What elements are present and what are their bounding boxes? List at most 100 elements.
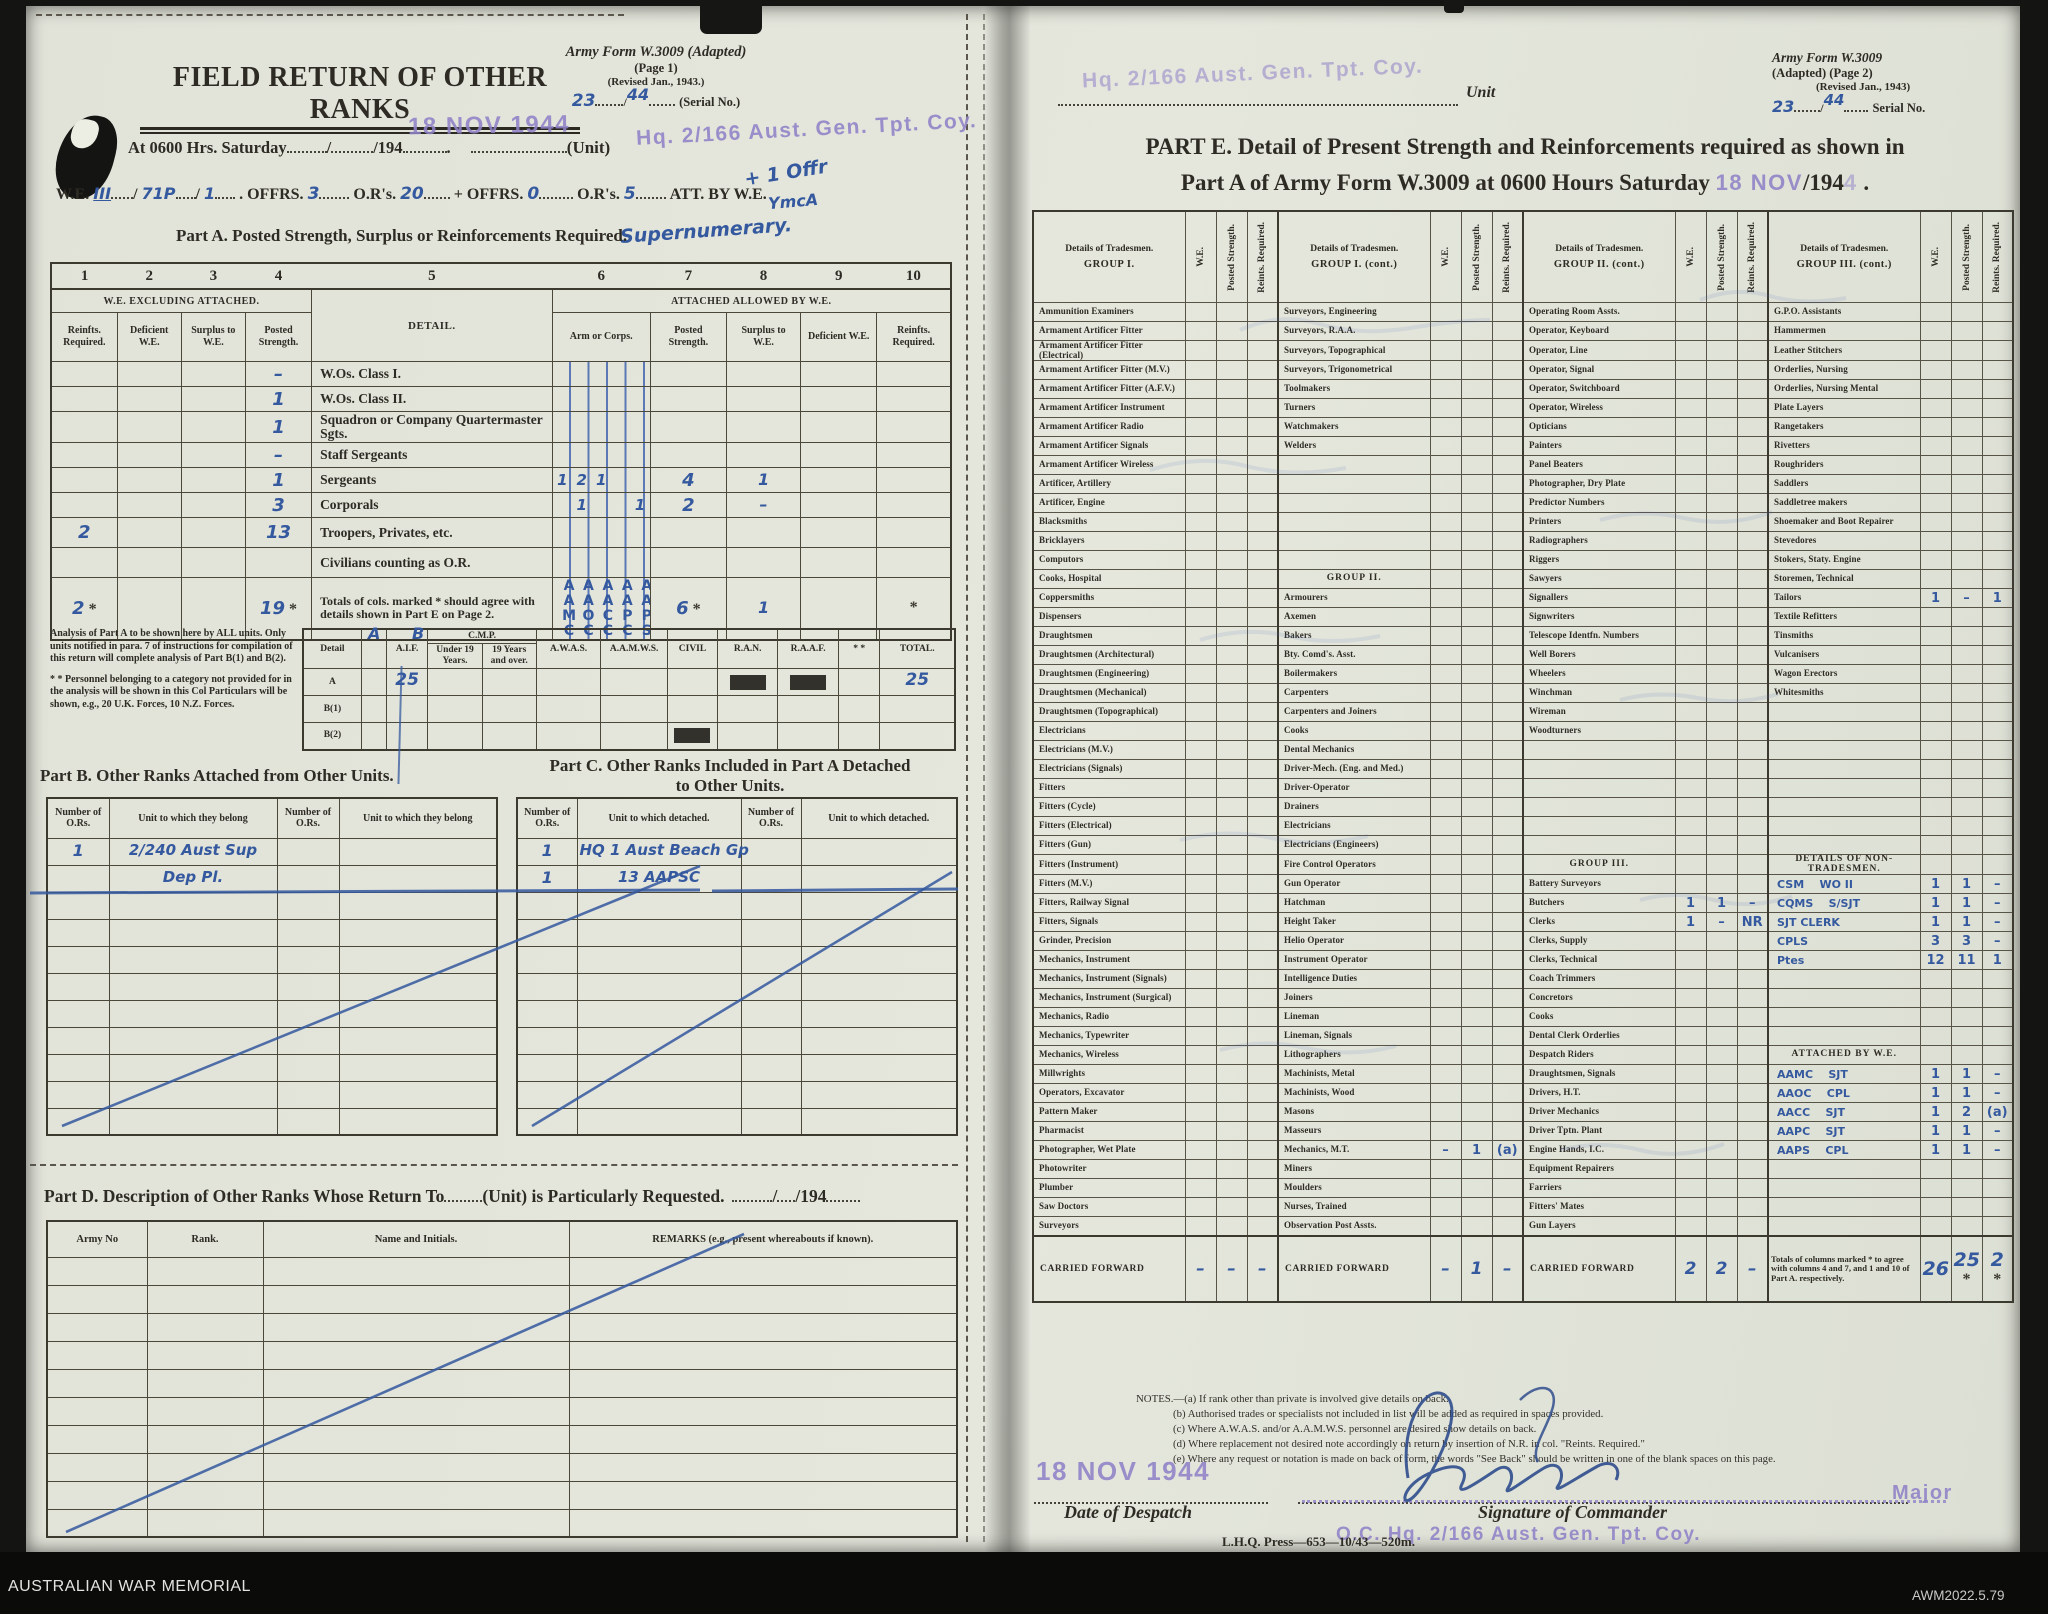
part-e-row: Cooks, Hospital GROUP II. Sawyers Storemen,… xyxy=(1032,569,2014,589)
trade-label-cell: Fitters, Signals xyxy=(1032,912,1186,932)
number-of-ors-cell xyxy=(740,918,802,947)
trade-label-cell: Draughtsmen, Signals xyxy=(1522,1064,1676,1084)
deficient-we-cell xyxy=(116,411,182,443)
part-a-body: – W.Os. Class I. 1 W.Os. Class II. 1 Squadron… xyxy=(50,361,952,640)
trade-label-cell: Lithographers xyxy=(1277,1045,1431,1065)
analysis-raaf-cell xyxy=(777,668,839,696)
trade-label-cell: Surveyors, Engineering xyxy=(1277,302,1431,322)
army-no-cell xyxy=(46,1256,148,1286)
we-cell xyxy=(1919,302,1952,322)
col-number: 6 xyxy=(552,263,651,290)
analysis-cmp-header: C.M.P. xyxy=(427,628,537,644)
trade-label-cell: Pharmacist xyxy=(1032,1121,1186,1141)
rank-cell xyxy=(146,1452,264,1482)
number-of-ors-cell xyxy=(276,1107,340,1136)
we-cell xyxy=(1184,493,1217,513)
number-of-ors-cell xyxy=(276,999,340,1028)
we-cell xyxy=(1919,740,1952,760)
analysis-awas-header: A.W.A.S. xyxy=(535,628,602,669)
trade-label-cell: Signwriters xyxy=(1522,607,1676,627)
number-of-ors-cell xyxy=(740,1026,802,1055)
posted-strength-cell xyxy=(1950,626,1983,646)
part-e-row: Artificer, Artillery Photographer, Dry Pl… xyxy=(1032,474,2014,494)
trade-label-cell: Driver Tptn. Plant xyxy=(1522,1121,1676,1141)
name-initials-cell xyxy=(262,1312,570,1342)
trade-label-cell: Hammermen xyxy=(1767,321,1921,341)
deficient-we-cell xyxy=(116,386,182,412)
reints-required-cell xyxy=(1736,988,1769,1008)
we-cell xyxy=(1184,702,1217,722)
handwritten-value: 1 xyxy=(634,495,646,514)
reints-required-cell xyxy=(1736,436,1769,456)
posted-strength-cell xyxy=(1460,702,1493,722)
handwritten-value: 2 xyxy=(78,522,91,543)
analysis-raaf-cell xyxy=(777,722,839,750)
carried-forward-label: CARRIED FORWARD xyxy=(1032,1235,1186,1303)
reints-required-cell: – xyxy=(1981,1083,2014,1103)
arm-or-corps-cell xyxy=(551,547,651,578)
reints-required-cell xyxy=(1981,702,2014,722)
trade-label-cell: Equipment Repairers xyxy=(1522,1159,1676,1179)
reints-required-cell: – xyxy=(1981,1140,2014,1160)
trade-label-cell: Machinists, Wood xyxy=(1277,1083,1431,1103)
handwritten-value: 1 xyxy=(1961,1066,1972,1082)
army-no-cell xyxy=(46,1452,148,1482)
col-header: Deficient W.E. xyxy=(116,312,182,362)
trade-label-cell xyxy=(1767,759,1921,779)
rank-cell xyxy=(146,1312,264,1342)
part-d-heading-2: (Unit) is Particularly Requested. xyxy=(482,1186,725,1206)
value-column-header: W.E. xyxy=(1429,210,1462,303)
value-column-header-text: Reints. Required. xyxy=(1502,221,1513,293)
we-cell xyxy=(1429,683,1462,703)
posted-strength-cell xyxy=(1705,474,1738,494)
arm-or-corps-cell xyxy=(551,411,651,443)
trade-label-cell: Artificer, Engine xyxy=(1032,493,1186,513)
reinfts-required-cell xyxy=(50,467,118,493)
unit-row xyxy=(516,999,958,1028)
posted-strength-cell: 1 xyxy=(1460,1140,1493,1160)
handwritten-value: – xyxy=(1994,1123,2001,1139)
posted-strength-cell xyxy=(1460,854,1493,875)
posted-strength-cell xyxy=(1705,1064,1738,1084)
trade-label-cell: Watchmakers xyxy=(1277,417,1431,437)
posted-strength-cell: 13 xyxy=(244,517,313,548)
handwritten-value: – xyxy=(1227,1259,1236,1279)
reints-required-cell xyxy=(1246,683,1279,703)
handwritten-value: 1 xyxy=(1961,1142,1972,1158)
offrs-dots-1 xyxy=(319,185,350,199)
we-cell xyxy=(1184,436,1217,456)
posted-strength-cell xyxy=(1460,893,1493,913)
reints-required-cell xyxy=(1491,417,1524,437)
trade-label-cell: Joiners xyxy=(1277,988,1431,1008)
we-cell xyxy=(1429,340,1462,361)
reints-required-cell xyxy=(1736,1007,1769,1027)
arm-subcolumns: AAMC AAOC AACC AAPC AAPS xyxy=(553,579,649,639)
reints-required-cell xyxy=(1491,360,1524,380)
trade-label-cell: Orderlies, Nursing xyxy=(1767,360,1921,380)
value-column-header: Posted Strength. xyxy=(1215,210,1248,303)
part-e-head: Details of Tradesmen. GROUP I. W.E. Posted … xyxy=(1032,210,2014,303)
trade-label-cell: Welders xyxy=(1277,436,1431,456)
reints-required-cell xyxy=(1491,1102,1524,1122)
unit-row xyxy=(516,891,958,920)
we-slash-2: / xyxy=(195,186,200,203)
reints-required-cell xyxy=(1491,683,1524,703)
rank-cell xyxy=(146,1256,264,1286)
trade-label-cell: Farriers xyxy=(1522,1178,1676,1198)
we-cell xyxy=(1184,360,1217,380)
carried-forward-note: Totals of columns marked * to agree with… xyxy=(1767,1235,1921,1303)
unit-detached-cell xyxy=(800,1026,958,1055)
posted-strength-cell xyxy=(1215,512,1248,532)
part-e-row: Computors Riggers Stokers, Staty. Engine xyxy=(1032,550,2014,570)
posted-strength-cell xyxy=(1215,607,1248,627)
surplus-we-cell xyxy=(180,361,246,387)
we-cell xyxy=(1674,740,1707,760)
trade-label-cell: Driver-Mech. (Eng. and Med.) xyxy=(1277,759,1431,779)
serial2-dots-1 xyxy=(1794,98,1821,112)
perforation-line-right-1 xyxy=(966,14,968,1542)
posted-strength-cell xyxy=(1215,1197,1248,1217)
att-deficient-cell xyxy=(800,442,878,468)
we-cell xyxy=(1184,816,1217,836)
part-d-row xyxy=(46,1340,958,1370)
surplus-we-cell xyxy=(180,442,246,468)
